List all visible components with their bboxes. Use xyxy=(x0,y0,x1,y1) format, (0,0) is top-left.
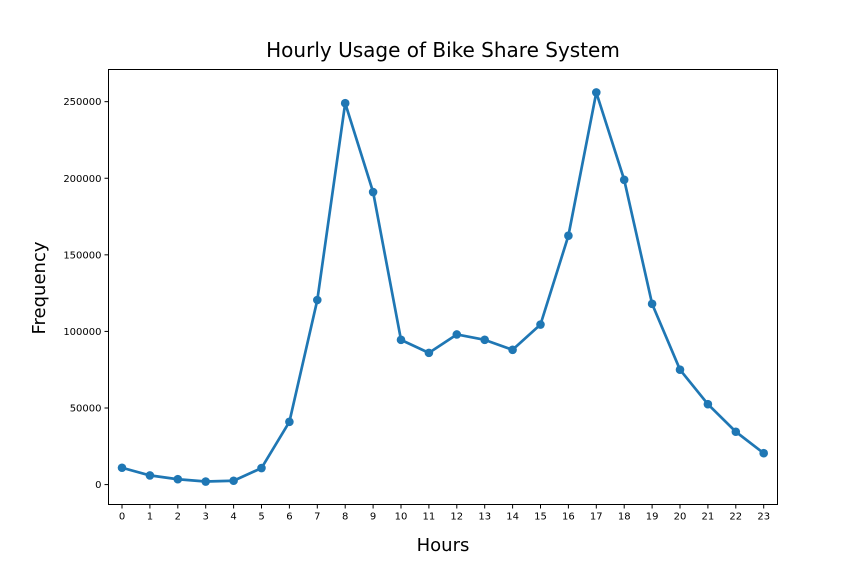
x-tick-label: 8 xyxy=(342,512,348,523)
data-point xyxy=(536,320,545,329)
y-tick-label: 200000 xyxy=(63,174,101,185)
x-tick-label: 7 xyxy=(314,512,320,523)
series-line xyxy=(121,91,765,483)
data-point xyxy=(508,345,517,355)
data-point xyxy=(564,231,573,240)
data-point xyxy=(675,365,685,375)
x-tick-label: 20 xyxy=(674,512,687,523)
data-point xyxy=(619,175,629,185)
x-tick-label: 15 xyxy=(534,512,547,523)
x-tick-label: 12 xyxy=(450,512,463,523)
x-tick-label: 22 xyxy=(729,512,742,523)
x-tick-label: 14 xyxy=(506,512,519,523)
x-tick-label: 2 xyxy=(175,512,181,523)
x-tick-label: 1 xyxy=(147,512,153,523)
x-tick-label: 23 xyxy=(757,512,770,523)
plot-frame xyxy=(108,69,778,505)
x-tick-label: 13 xyxy=(478,512,491,523)
data-point xyxy=(368,187,378,197)
x-tick-label: 10 xyxy=(395,512,408,523)
x-tick-label: 21 xyxy=(702,512,715,523)
y-tick-label: 250000 xyxy=(63,97,101,108)
data-point xyxy=(285,417,294,427)
data-point xyxy=(592,88,601,97)
data-point xyxy=(229,476,238,486)
series-group xyxy=(117,88,768,486)
data-point xyxy=(480,335,490,345)
x-tick-label: 4 xyxy=(230,512,236,523)
data-point xyxy=(313,295,322,305)
data-point xyxy=(703,399,713,409)
x-tick-label: 6 xyxy=(286,512,292,523)
data-point xyxy=(201,477,210,486)
y-axis: 0 50000 100000 150000 200000 250000 xyxy=(63,97,109,491)
data-point xyxy=(759,448,768,458)
data-point xyxy=(647,299,657,309)
x-tick-label: 18 xyxy=(618,512,631,523)
y-axis-label: Frequency xyxy=(29,241,50,334)
x-tick-label: 17 xyxy=(590,512,603,523)
y-tick-label: 50000 xyxy=(70,404,102,415)
x-tick-label: 3 xyxy=(203,512,209,523)
y-tick-label: 0 xyxy=(95,480,101,491)
y-tick-label: 100000 xyxy=(63,327,101,338)
x-axis-label: Hours xyxy=(417,535,470,556)
data-point xyxy=(145,471,155,480)
chart-title: Hourly Usage of Bike Share System xyxy=(266,38,620,62)
x-axis: 0 1 2 3 4 5 6 7 8 9 10 11 12 13 14 15 16 17 18 19 20 21 22 23 xyxy=(119,504,770,523)
data-point xyxy=(452,330,462,339)
data-point xyxy=(340,98,350,108)
x-tick-label: 9 xyxy=(370,512,376,523)
data-point xyxy=(117,463,127,473)
data-point xyxy=(396,335,406,345)
x-tick-label: 19 xyxy=(646,512,659,523)
y-tick-label: 150000 xyxy=(63,250,101,261)
x-tick-label: 0 xyxy=(119,512,125,523)
x-tick-label: 16 xyxy=(562,512,575,523)
x-tick-label: 11 xyxy=(423,512,436,523)
data-point xyxy=(731,427,741,437)
data-point xyxy=(424,348,434,358)
x-tick-label: 5 xyxy=(258,512,264,523)
data-point xyxy=(173,474,183,484)
data-point xyxy=(257,463,266,473)
